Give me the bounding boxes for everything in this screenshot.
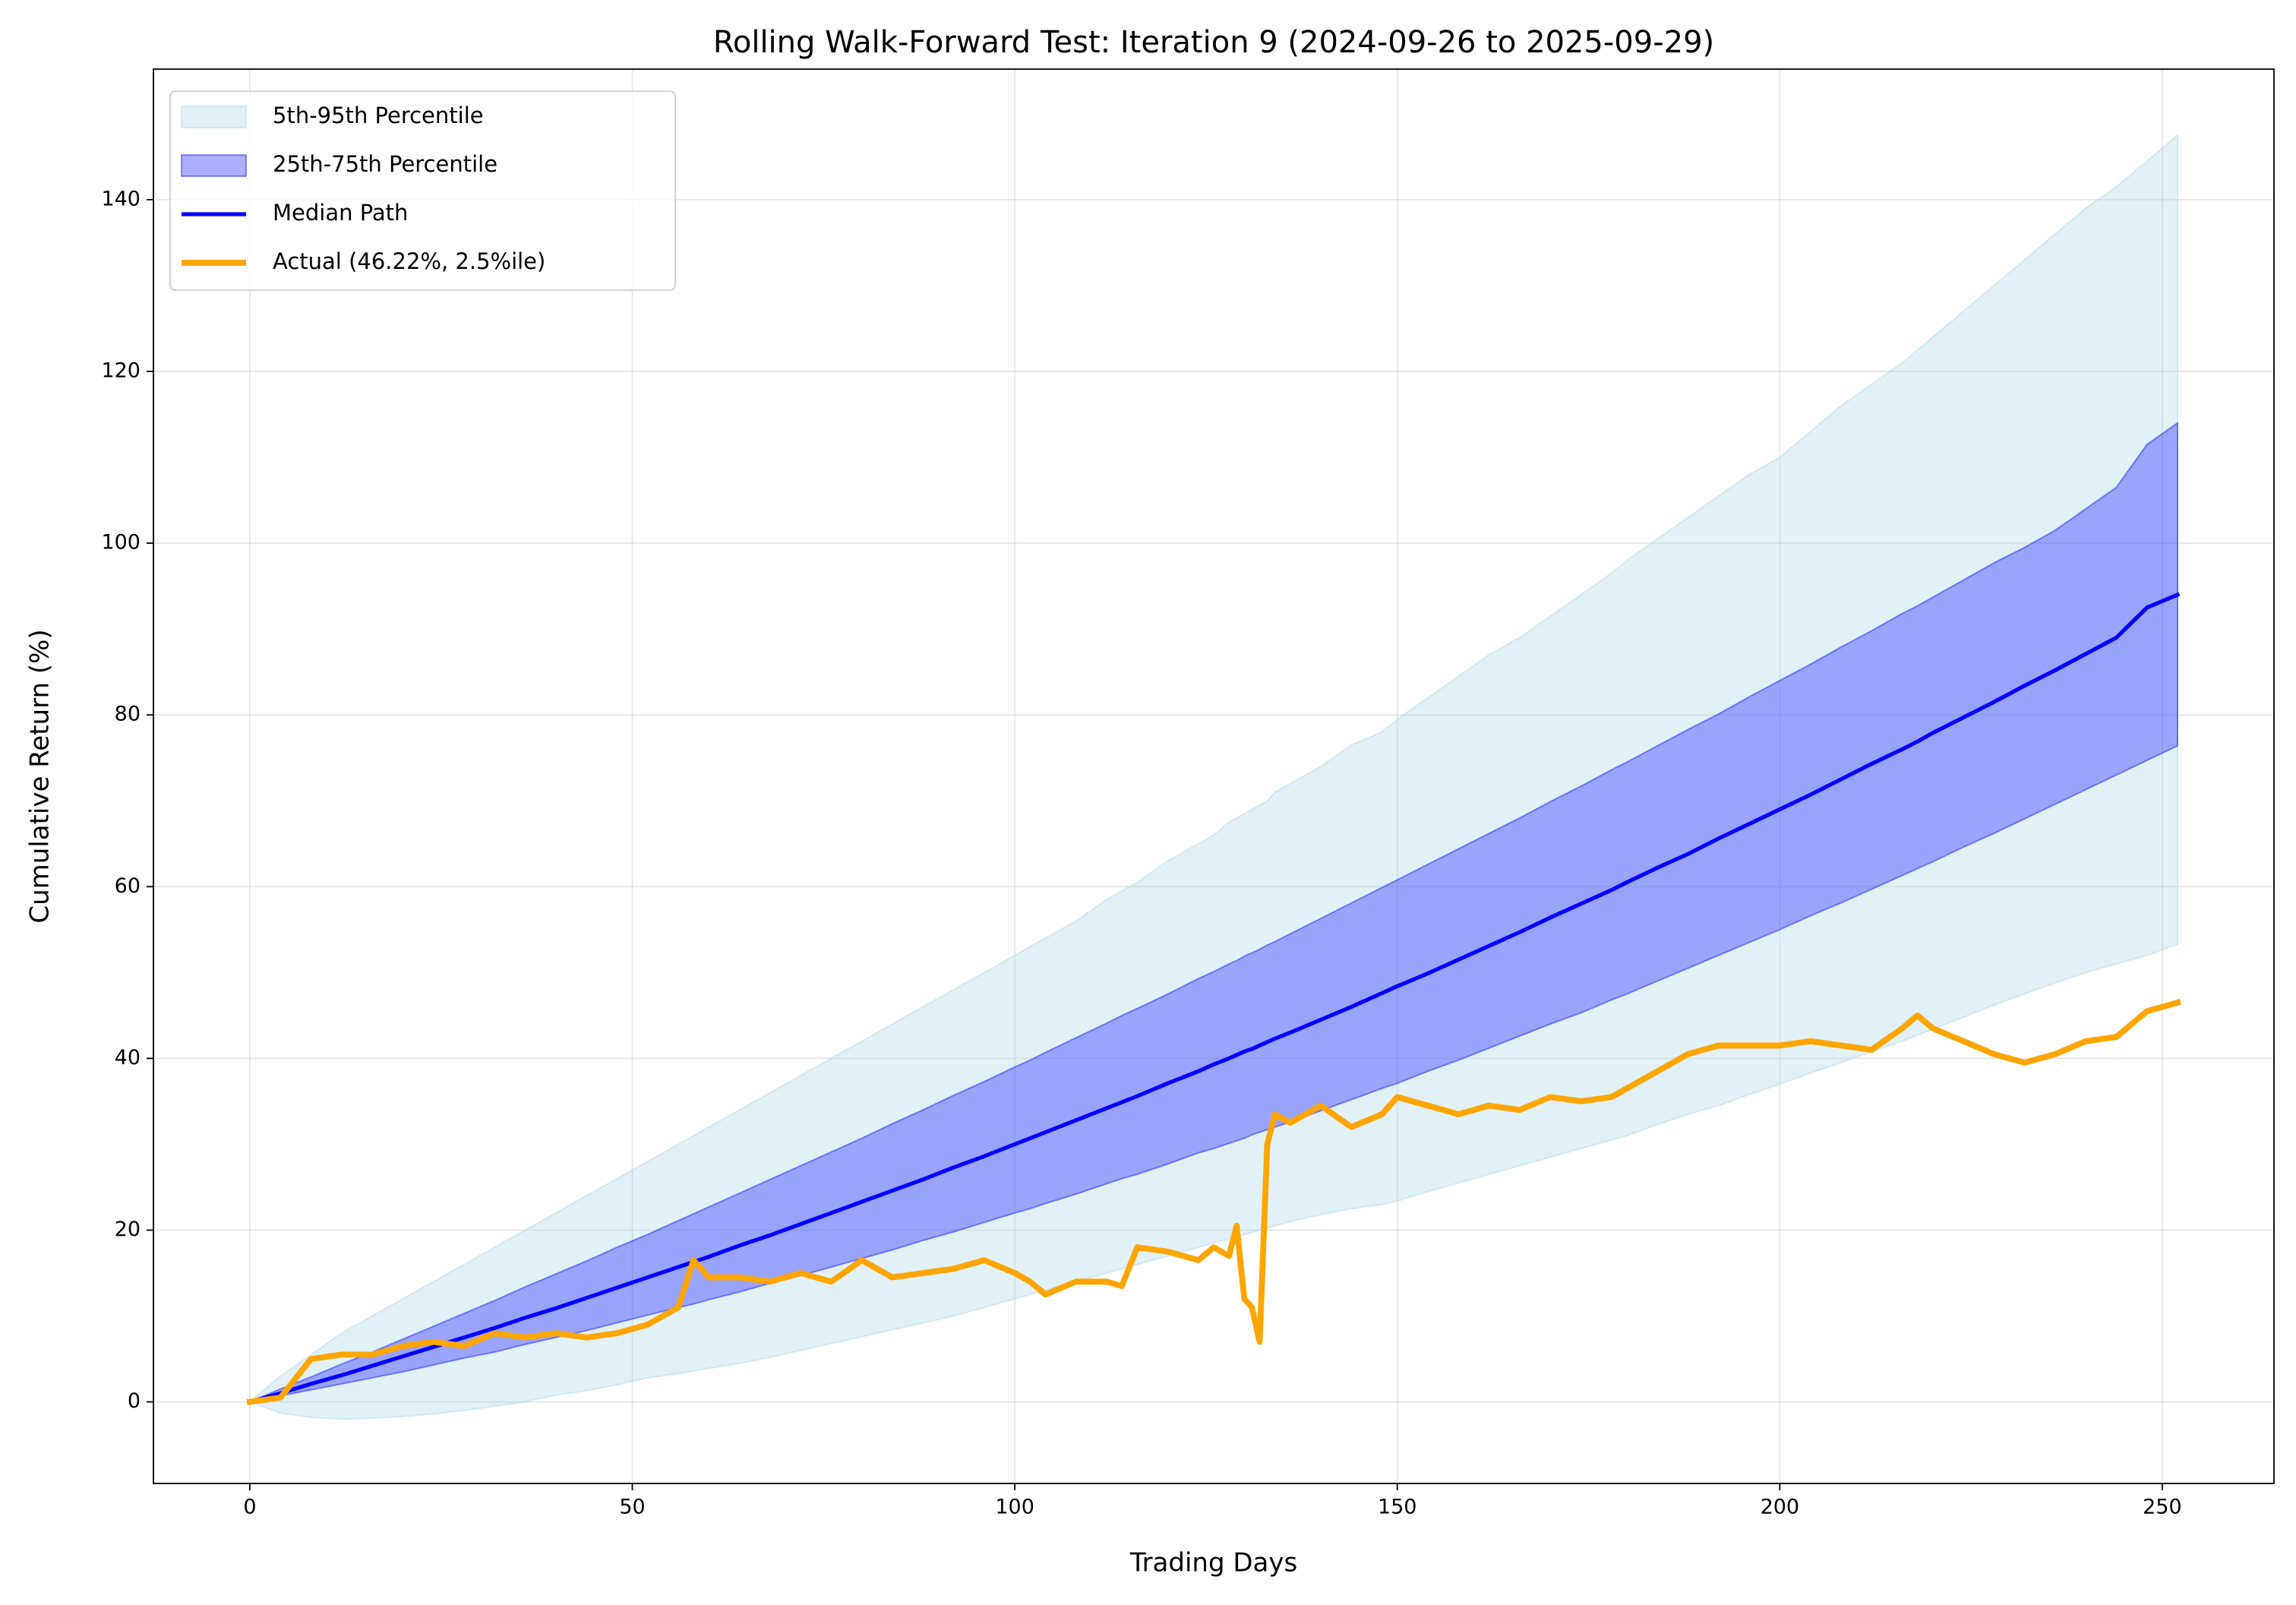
axes-frame (153, 68, 2275, 1484)
x-axis-label: Trading Days (1129, 1548, 1297, 1578)
percentile-band (249, 421, 2179, 1403)
legend: 5th-95th Percentile 25th-75th Percentile M… (169, 90, 676, 291)
x-tick-label: 250 (2143, 1496, 2182, 1519)
series-line (247, 592, 2181, 1404)
x-tick-label: 100 (995, 1496, 1034, 1519)
legend-label: Median Path (273, 200, 408, 226)
legend-swatch (181, 154, 247, 177)
y-tick-label: 20 (115, 1218, 141, 1241)
chart-title: Rolling Walk-Forward Test: Iteration 9 (… (713, 25, 1714, 60)
y-tick-label: 80 (115, 703, 141, 726)
x-tick-label: 200 (1761, 1496, 1800, 1519)
y-tick-label: 140 (101, 187, 141, 210)
x-tick-label: 50 (619, 1496, 645, 1519)
percentile-band (248, 133, 2179, 1420)
legend-label: Actual (46.22%, 2.5%ile) (273, 248, 545, 274)
legend-swatch (181, 106, 247, 128)
x-tick-label: 0 (243, 1496, 256, 1519)
y-tick-label: 40 (115, 1046, 141, 1069)
legend-label: 5th-95th Percentile (273, 103, 484, 128)
legend-label: 25th-75th Percentile (273, 151, 497, 177)
y-axis-label: Cumulative Return (%) (25, 629, 55, 923)
x-tick-label: 150 (1378, 1496, 1417, 1519)
y-tick-label: 60 (115, 874, 141, 898)
series-line (246, 999, 2181, 1406)
y-tick-label: 0 (128, 1389, 141, 1413)
y-tick-label: 100 (101, 531, 141, 554)
y-tick-label: 120 (101, 359, 141, 382)
legend-box (169, 90, 676, 291)
plot-area (246, 133, 2181, 1420)
